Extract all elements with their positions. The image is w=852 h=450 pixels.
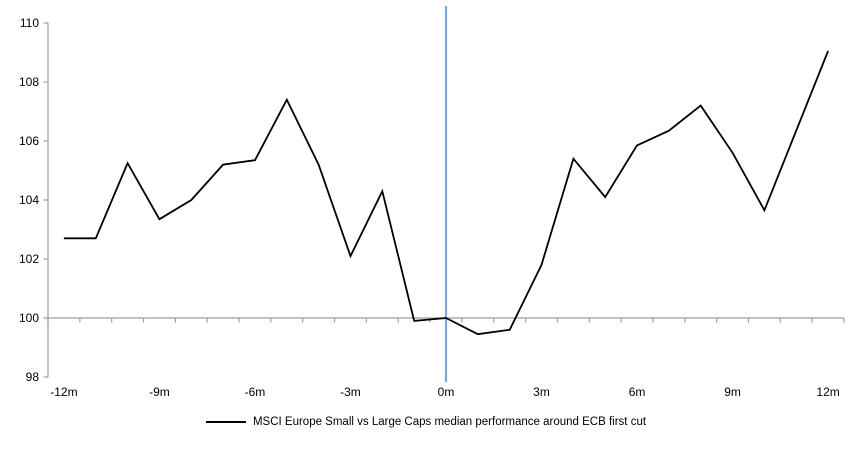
svg-text:102: 102 bbox=[19, 252, 39, 266]
svg-text:6m: 6m bbox=[629, 385, 646, 399]
svg-text:9m: 9m bbox=[724, 385, 741, 399]
series-line bbox=[63, 50, 829, 336]
svg-text:12m: 12m bbox=[816, 385, 839, 399]
svg-text:106: 106 bbox=[19, 134, 39, 148]
svg-text:-9m: -9m bbox=[149, 385, 170, 399]
legend-label: MSCI Europe Small vs Large Caps median p… bbox=[252, 416, 647, 428]
legend-line-swatch bbox=[205, 421, 246, 423]
svg-text:110: 110 bbox=[20, 16, 39, 30]
svg-text:-3m: -3m bbox=[340, 385, 361, 399]
y-axis: 98 100 102 104 106 108 110 bbox=[19, 16, 49, 384]
svg-text:108: 108 bbox=[19, 75, 39, 89]
svg-text:104: 104 bbox=[19, 193, 39, 207]
svg-text:98: 98 bbox=[26, 370, 40, 384]
svg-text:0m: 0m bbox=[438, 385, 455, 399]
svg-text:-12m: -12m bbox=[50, 385, 77, 399]
svg-text:100: 100 bbox=[19, 311, 39, 325]
svg-text:-6m: -6m bbox=[245, 385, 266, 399]
legend: MSCI Europe Small vs Large Caps median p… bbox=[0, 416, 852, 428]
svg-text:3m: 3m bbox=[533, 385, 550, 399]
